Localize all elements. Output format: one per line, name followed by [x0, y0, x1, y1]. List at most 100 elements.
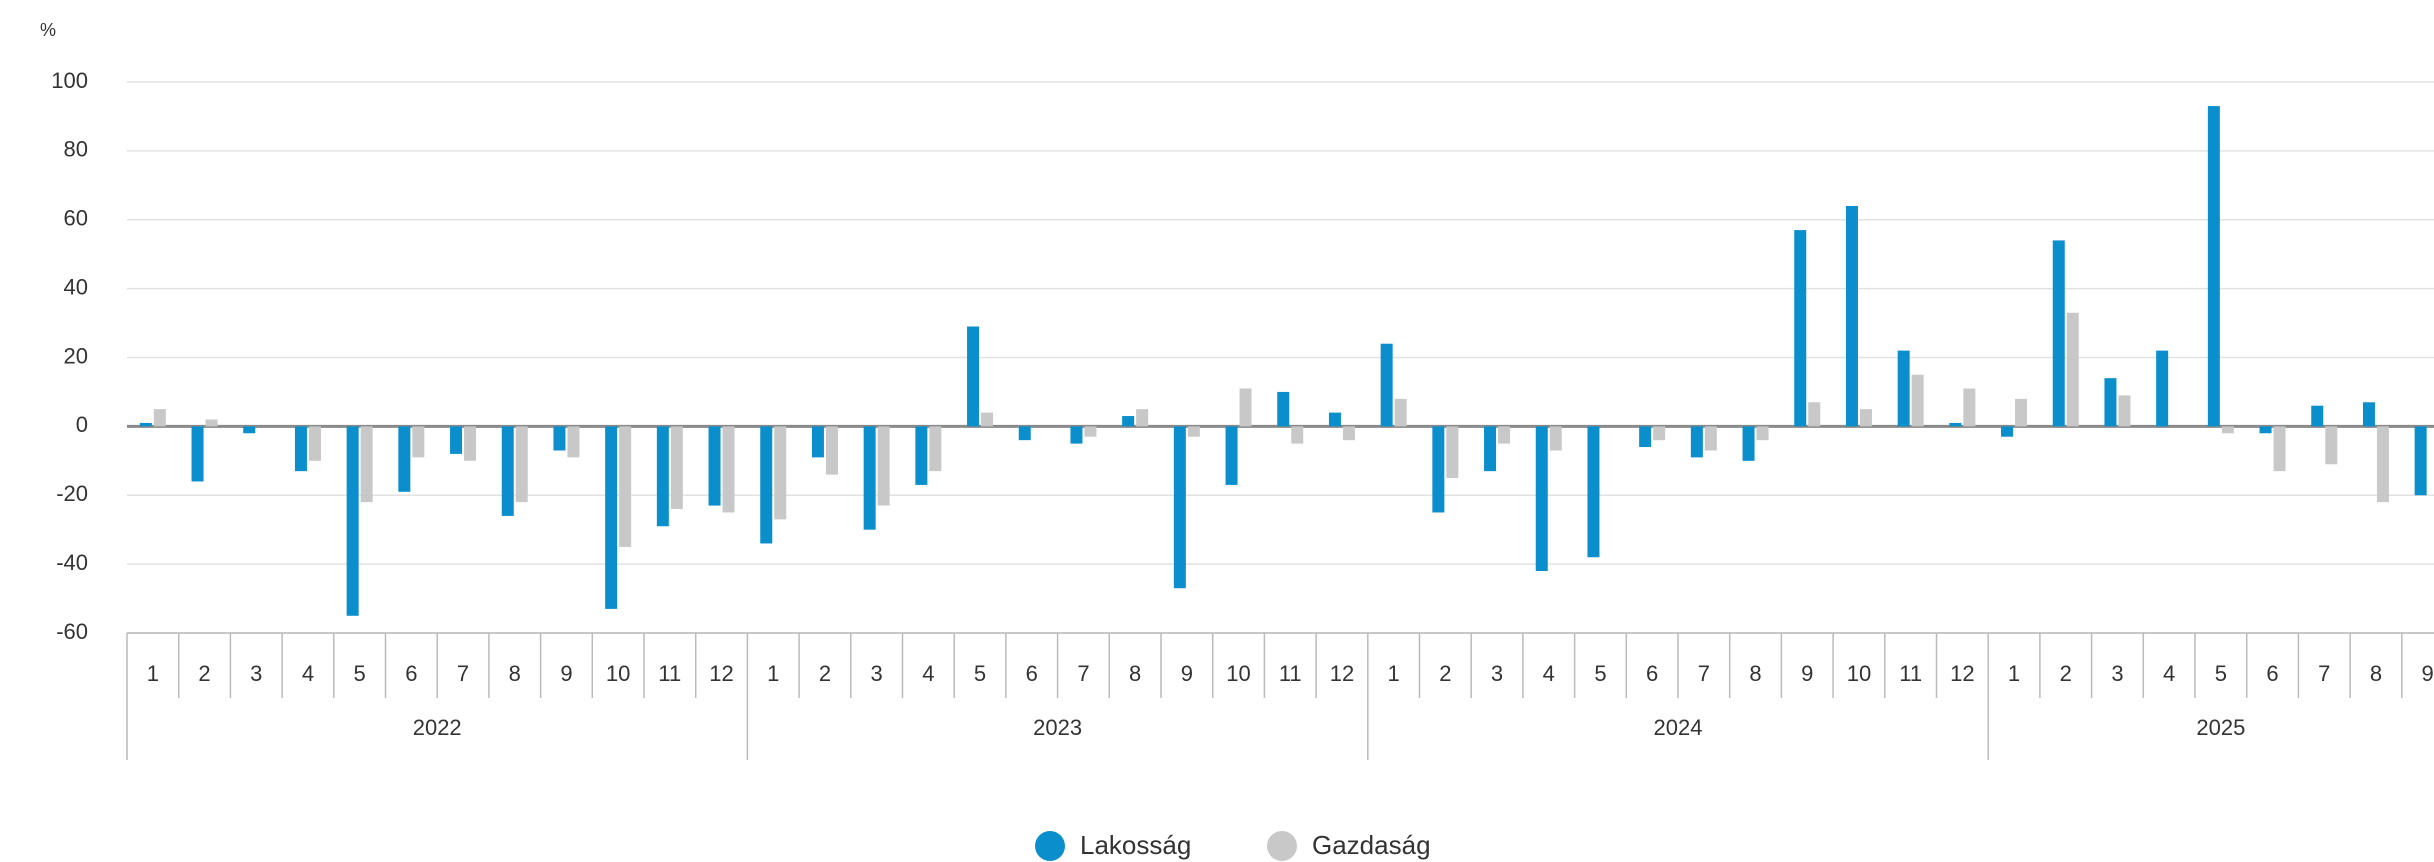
- bar: [1328, 412, 1341, 427]
- bar: [605, 426, 618, 609]
- bar: [1498, 426, 1511, 444]
- x-tick-label: 8: [1129, 661, 1141, 686]
- bar: [2311, 405, 2324, 427]
- bar: [967, 326, 980, 427]
- x-tick-label: 8: [1749, 661, 1761, 686]
- legend-marker: [1267, 831, 1297, 861]
- bar: [1535, 426, 1548, 572]
- bar: [464, 426, 477, 461]
- x-tick-label: 11: [1899, 661, 1922, 686]
- bar: [1070, 426, 1083, 444]
- bar: [708, 426, 721, 506]
- x-tick-label: 7: [457, 661, 469, 686]
- bar: [877, 426, 890, 506]
- bar: [2376, 426, 2389, 503]
- bar: [915, 426, 928, 485]
- x-tick-label: 12: [1950, 661, 1974, 686]
- bar: [1342, 426, 1355, 441]
- bar: [2273, 426, 2286, 472]
- bar: [1897, 350, 1910, 427]
- bar: [2414, 426, 2427, 496]
- x-tick-label: 4: [1543, 661, 1555, 686]
- x-tick-label: 1: [147, 661, 159, 686]
- bar: [670, 426, 683, 510]
- bar: [2259, 426, 2272, 434]
- x-tick-label: 3: [250, 661, 262, 686]
- x-tick-label: 1: [1388, 661, 1400, 686]
- bar: [929, 426, 942, 472]
- bar: [1911, 374, 1924, 427]
- bar: [1484, 426, 1497, 472]
- bar: [1794, 230, 1807, 427]
- y-tick-label: 100: [51, 68, 88, 93]
- x-tick-label: 9: [1181, 661, 1193, 686]
- y-tick-label: -40: [56, 550, 88, 575]
- bar: [243, 426, 256, 434]
- legend-label: Lakosság: [1080, 830, 1191, 860]
- bar: [619, 426, 632, 547]
- x-tick-label: 5: [1594, 661, 1606, 686]
- bar: [1291, 426, 1304, 444]
- x-tick-label: 2: [198, 661, 210, 686]
- bar: [1122, 416, 1135, 427]
- bar: [567, 426, 580, 458]
- x-tick-label: 11: [658, 661, 681, 686]
- x-group-label: 2023: [1033, 715, 1082, 740]
- bar: [1432, 426, 1445, 513]
- x-tick-label: 3: [1491, 661, 1503, 686]
- x-tick-label: 7: [1077, 661, 1089, 686]
- x-tick-label: 9: [1801, 661, 1813, 686]
- x-tick-label: 2: [1439, 661, 1451, 686]
- x-tick-label: 4: [302, 661, 314, 686]
- bar: [294, 426, 307, 472]
- x-tick-label: 2: [819, 661, 831, 686]
- bar: [1239, 388, 1252, 427]
- legend-label: Gazdaság: [1312, 830, 1431, 860]
- bar: [2156, 350, 2169, 427]
- bar: [1394, 398, 1407, 427]
- x-tick-label: 4: [922, 661, 934, 686]
- bar: [1446, 426, 1459, 479]
- x-tick-label: 10: [1847, 661, 1871, 686]
- bar: [1704, 426, 1717, 451]
- x-tick-label: 11: [1279, 661, 1302, 686]
- bar: [2015, 398, 2028, 427]
- x-tick-label: 8: [2370, 661, 2382, 686]
- y-tick-label: 40: [64, 274, 88, 299]
- x-tick-label: 3: [871, 661, 883, 686]
- x-tick-label: 6: [2266, 661, 2278, 686]
- x-tick-label: 3: [2111, 661, 2123, 686]
- bar: [1808, 402, 1821, 427]
- bar: [863, 426, 876, 530]
- x-tick-label: 9: [2422, 661, 2434, 686]
- x-tick-label: 10: [1226, 661, 1250, 686]
- bar: [1018, 426, 1031, 441]
- bar: [981, 412, 994, 427]
- x-tick-label: 6: [1026, 661, 1038, 686]
- y-tick-label: 0: [76, 412, 88, 437]
- bar: [1136, 409, 1149, 427]
- bar: [308, 426, 321, 461]
- bar: [1277, 391, 1290, 427]
- bar: [774, 426, 787, 520]
- bar: [205, 419, 218, 427]
- bar: [2001, 426, 2014, 437]
- x-group-label: 2022: [413, 715, 462, 740]
- y-tick-label: -60: [56, 619, 88, 644]
- bar: [656, 426, 669, 527]
- bar: [1756, 426, 1769, 441]
- bar: [1845, 205, 1858, 427]
- bar: [1225, 426, 1238, 485]
- bar: [412, 426, 425, 458]
- bar: [1859, 409, 1872, 427]
- x-tick-label: 2: [2060, 661, 2072, 686]
- bar: [515, 426, 528, 503]
- bar: [139, 422, 152, 427]
- y-tick-label: -20: [56, 481, 88, 506]
- x-tick-label: 7: [2318, 661, 2330, 686]
- bar: [191, 426, 204, 482]
- x-tick-label: 10: [606, 661, 630, 686]
- x-tick-label: 5: [354, 661, 366, 686]
- x-tick-label: 5: [2215, 661, 2227, 686]
- x-tick-label: 4: [2163, 661, 2175, 686]
